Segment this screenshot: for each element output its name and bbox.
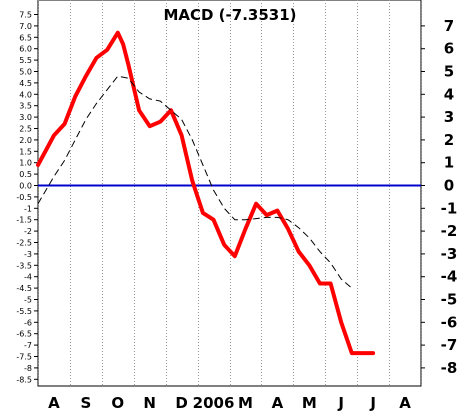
left-axis-label: 0.0	[19, 182, 32, 191]
macd-line	[36, 30, 376, 356]
right-axis-label: 6	[444, 40, 454, 58]
x-axis-label: S	[80, 394, 91, 412]
left-axis-label: 2.5	[19, 125, 32, 134]
x-axis-label: A	[48, 394, 60, 412]
right-axis-label: -4	[441, 268, 458, 286]
right-axis-label: 3	[444, 108, 454, 126]
x-axis-label: A	[272, 394, 284, 412]
left-axis-label: -6	[24, 318, 32, 327]
right-axis-label: -6	[441, 313, 458, 331]
left-axis-label: -0.5	[16, 193, 32, 202]
left-axis-label: 3.0	[19, 113, 32, 122]
chart-title: MACD (-7.3531)	[163, 6, 296, 24]
left-axis-label: 6.5	[19, 33, 32, 42]
left-axis-label: -2.5	[16, 239, 32, 248]
right-axis-label: 4	[444, 85, 454, 103]
x-axis-label: D	[175, 394, 187, 412]
left-axis-label: -1	[24, 204, 32, 213]
left-axis-label: 4.5	[19, 79, 32, 88]
left-axis-label: 0.5	[19, 170, 32, 179]
left-axis-label: 1.0	[19, 159, 32, 168]
x-axis-label: O	[111, 394, 124, 412]
left-axis-label: -1.5	[16, 216, 32, 225]
right-axis-label: 7	[444, 17, 454, 35]
x-axis-label: J	[337, 394, 344, 412]
right-axis-label: 5	[444, 63, 454, 81]
left-axis-label: -7	[24, 341, 32, 350]
left-axis-label: 1.5	[19, 147, 32, 156]
right-axis-label: -1	[441, 199, 458, 217]
x-axis-label: M	[238, 394, 253, 412]
left-axis-label: -4.5	[16, 284, 32, 293]
left-axis-label: 3.5	[19, 102, 32, 111]
left-axis-label: -5	[24, 296, 32, 305]
left-axis-label: -3.5	[16, 261, 32, 270]
right-axis-label: 2	[444, 131, 454, 149]
x-axis-label: 2006	[193, 394, 235, 412]
right-axis-label: -3	[441, 245, 458, 263]
left-axis-label: -7.5	[16, 353, 32, 362]
right-axis-label: -7	[441, 336, 458, 354]
x-axis-label: N	[143, 394, 156, 412]
left-axis-label: 5.0	[19, 68, 32, 77]
left-axis-label: 2.0	[19, 136, 32, 145]
left-axis-label: 4.0	[19, 90, 32, 99]
right-axis-label: 1	[444, 154, 454, 172]
left-axis-label: -8.5	[16, 375, 32, 384]
left-axis-label: 5.5	[19, 56, 32, 65]
left-axis-label: -3	[24, 250, 32, 259]
right-axis-label: -5	[441, 291, 458, 309]
left-axis-label: -4	[24, 273, 32, 282]
x-axis-label: M	[302, 394, 317, 412]
x-axis-label: J	[369, 394, 376, 412]
right-axis-label: 0	[444, 177, 454, 195]
right-axis-label: -2	[441, 222, 458, 240]
right-axis-label: -8	[441, 359, 458, 377]
left-axis-label: -5.5	[16, 307, 32, 316]
left-axis-label: -8	[24, 364, 32, 373]
x-axis-label: A	[399, 394, 411, 412]
signal-line	[37, 75, 353, 289]
left-axis-label: 7.0	[19, 22, 32, 31]
left-axis-label: 6.0	[19, 45, 32, 54]
left-axis-label: -2	[24, 227, 32, 236]
left-axis-label: 7.5	[19, 11, 32, 20]
left-axis-label: -6.5	[16, 330, 32, 339]
